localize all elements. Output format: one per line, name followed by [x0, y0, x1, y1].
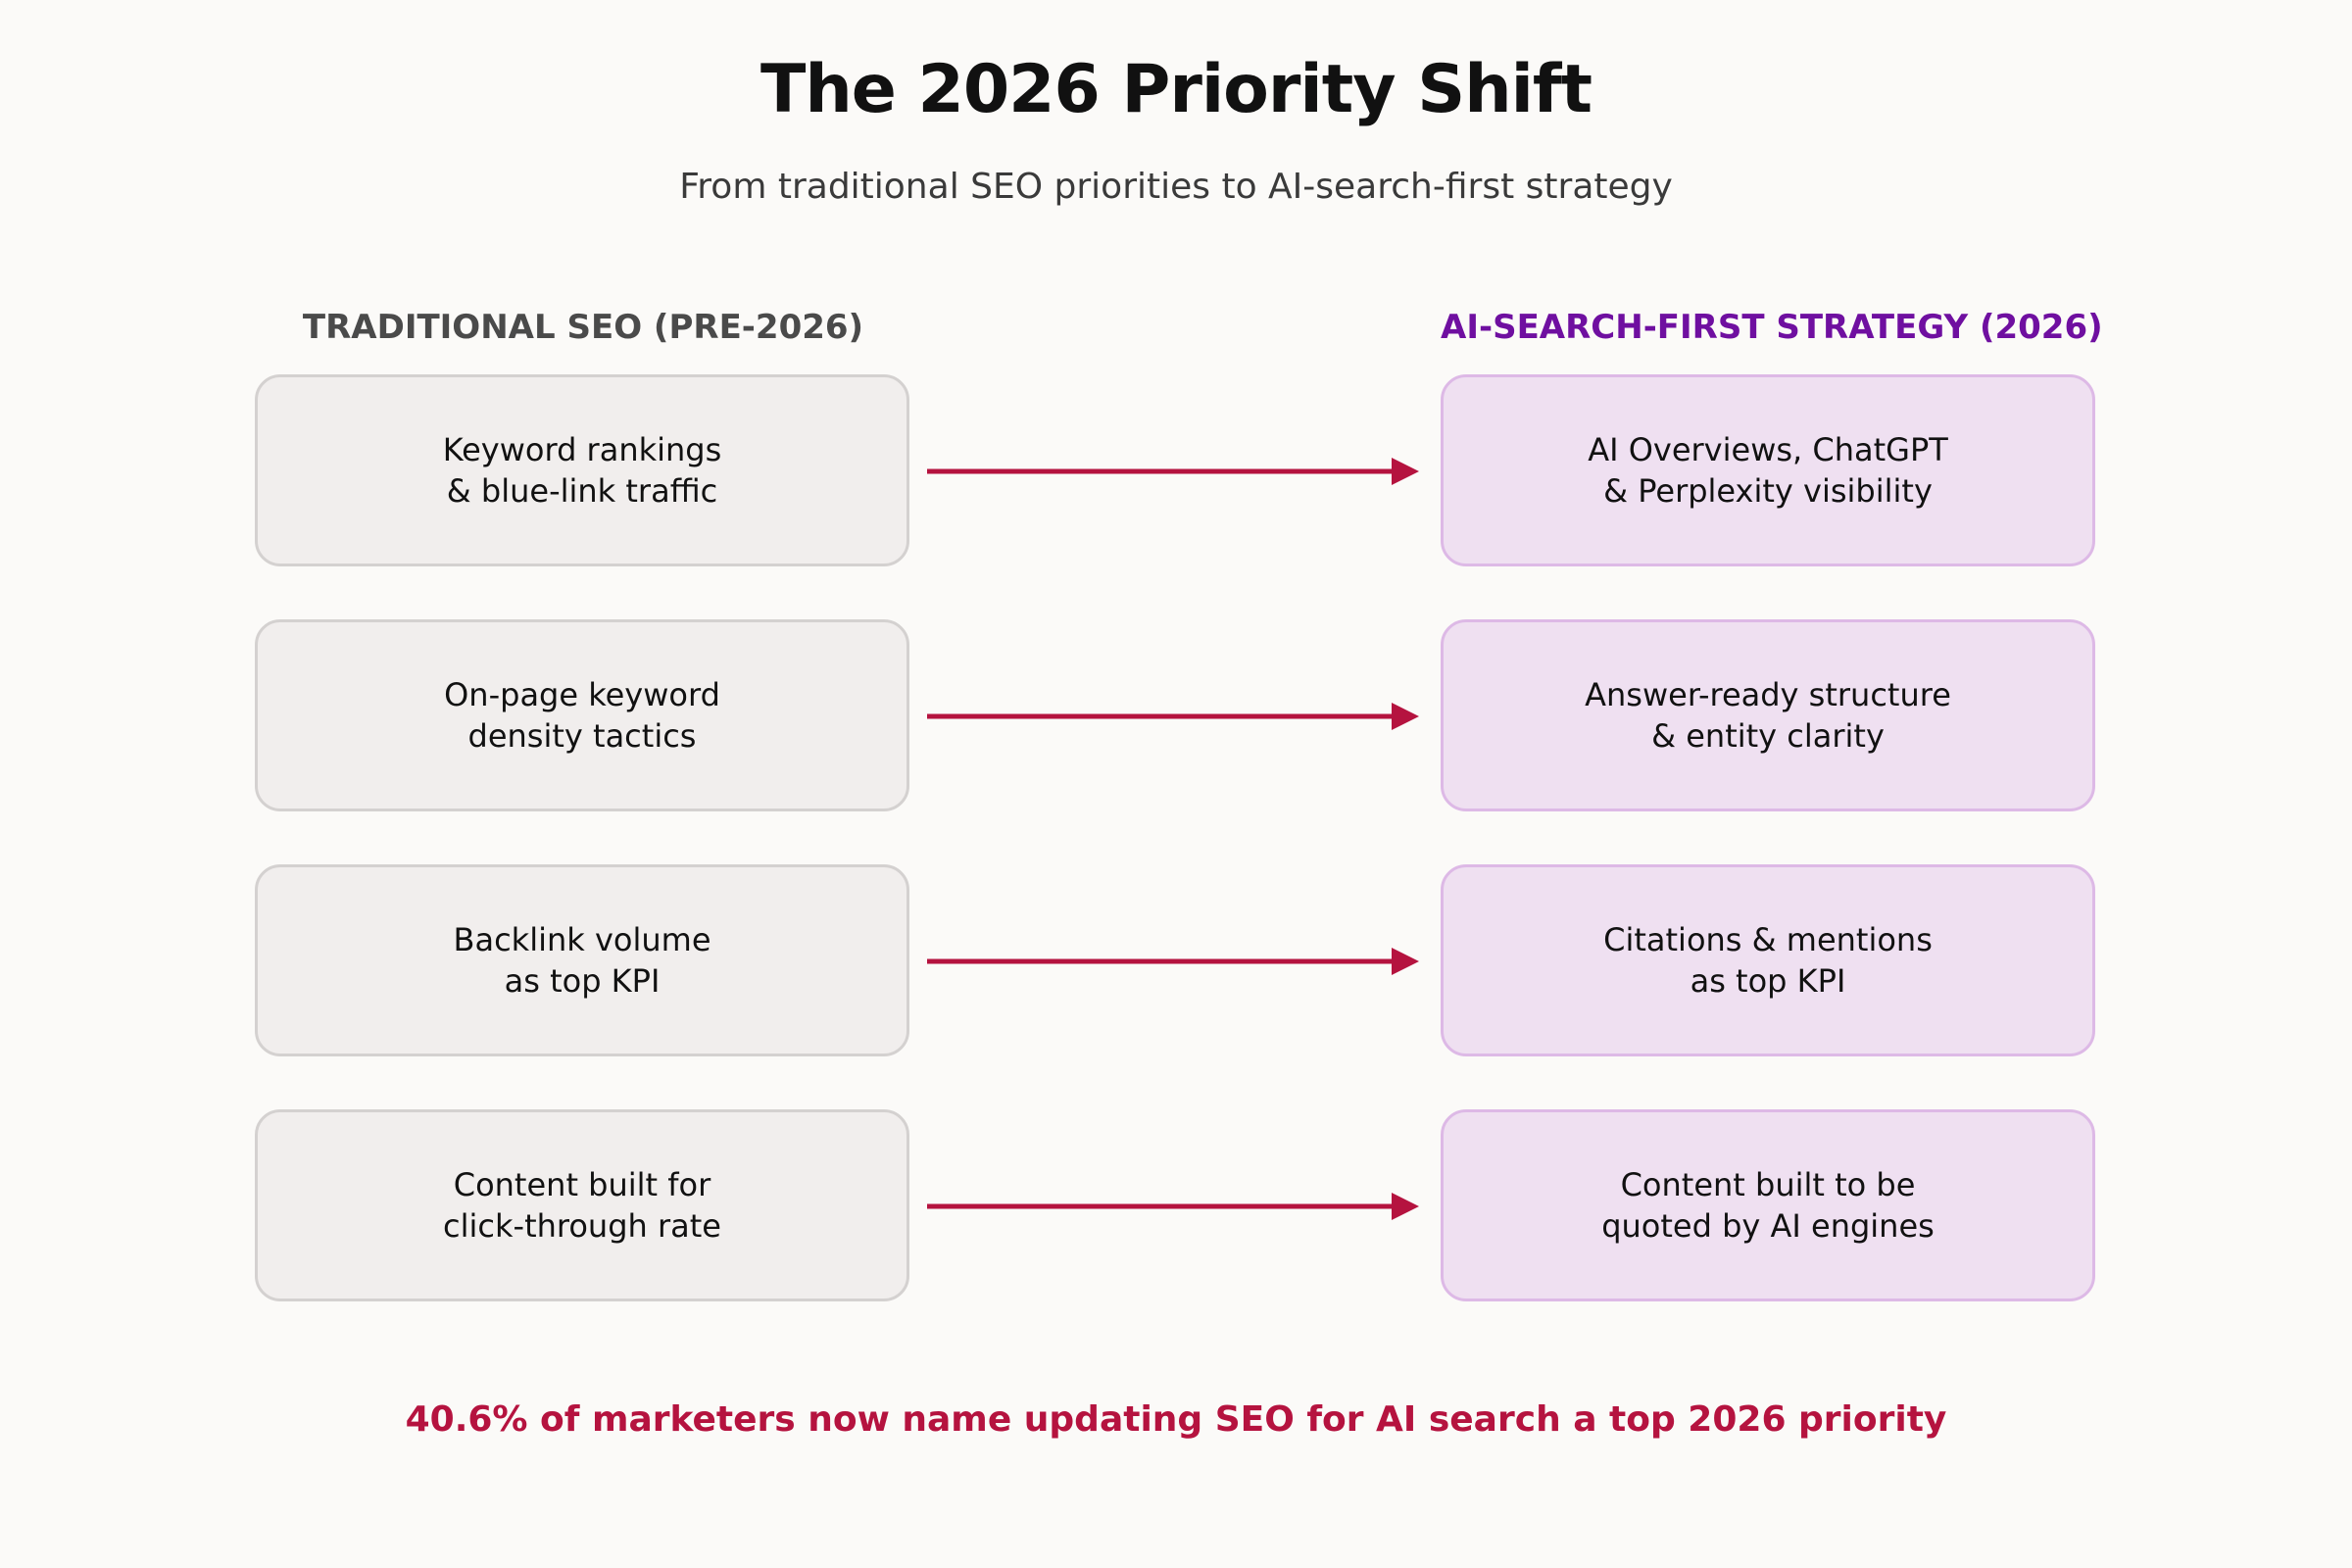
ai-box-ai-overviews-visibility: AI Overviews, ChatGPT & Perplexity visib…: [1441, 374, 2095, 566]
ai-box-answer-ready-structure: Answer-ready structure & entity clarity: [1441, 619, 2095, 811]
shift-arrow-1: [927, 458, 1419, 485]
traditional-box-click-through: Content built for click-through rate: [255, 1109, 909, 1301]
marketer-statistic-callout: 40.6% of marketers now name updating SEO…: [405, 1399, 1947, 1440]
shift-arrow-4: [927, 1193, 1419, 1220]
shift-arrow-2: [927, 703, 1419, 730]
ai-box-label: Answer-ready structure & entity clarity: [1585, 676, 1951, 755]
traditional-box-keyword-density: On-page keyword density tactics: [255, 619, 909, 811]
traditional-box-label: On-page keyword density tactics: [444, 676, 720, 755]
traditional-box-label: Keyword rankings & blue-link traffic: [442, 431, 722, 510]
ai-box-label: AI Overviews, ChatGPT & Perplexity visib…: [1588, 431, 1948, 510]
shift-arrow-3: [927, 948, 1419, 975]
traditional-box-label: Content built for click-through rate: [443, 1166, 721, 1245]
ai-box-quoted-by-ai: Content built to be quoted by AI engines: [1441, 1109, 2095, 1301]
page-subtitle: From traditional SEO priorities to AI-se…: [679, 167, 1673, 207]
ai-search-first-heading: AI-SEARCH-FIRST STRATEGY (2026): [1441, 308, 2103, 347]
traditional-box-backlink-volume: Backlink volume as top KPI: [255, 864, 909, 1056]
page-title: The 2026 Priority Shift: [760, 51, 1592, 128]
traditional-box-label: Backlink volume as top KPI: [453, 921, 711, 1000]
ai-box-label: Citations & mentions as top KPI: [1603, 921, 1933, 1000]
traditional-seo-heading: TRADITIONAL SEO (PRE-2026): [302, 308, 864, 347]
traditional-box-keyword-rankings: Keyword rankings & blue-link traffic: [255, 374, 909, 566]
ai-box-label: Content built to be quoted by AI engines: [1601, 1166, 1935, 1245]
ai-box-citations-mentions: Citations & mentions as top KPI: [1441, 864, 2095, 1056]
